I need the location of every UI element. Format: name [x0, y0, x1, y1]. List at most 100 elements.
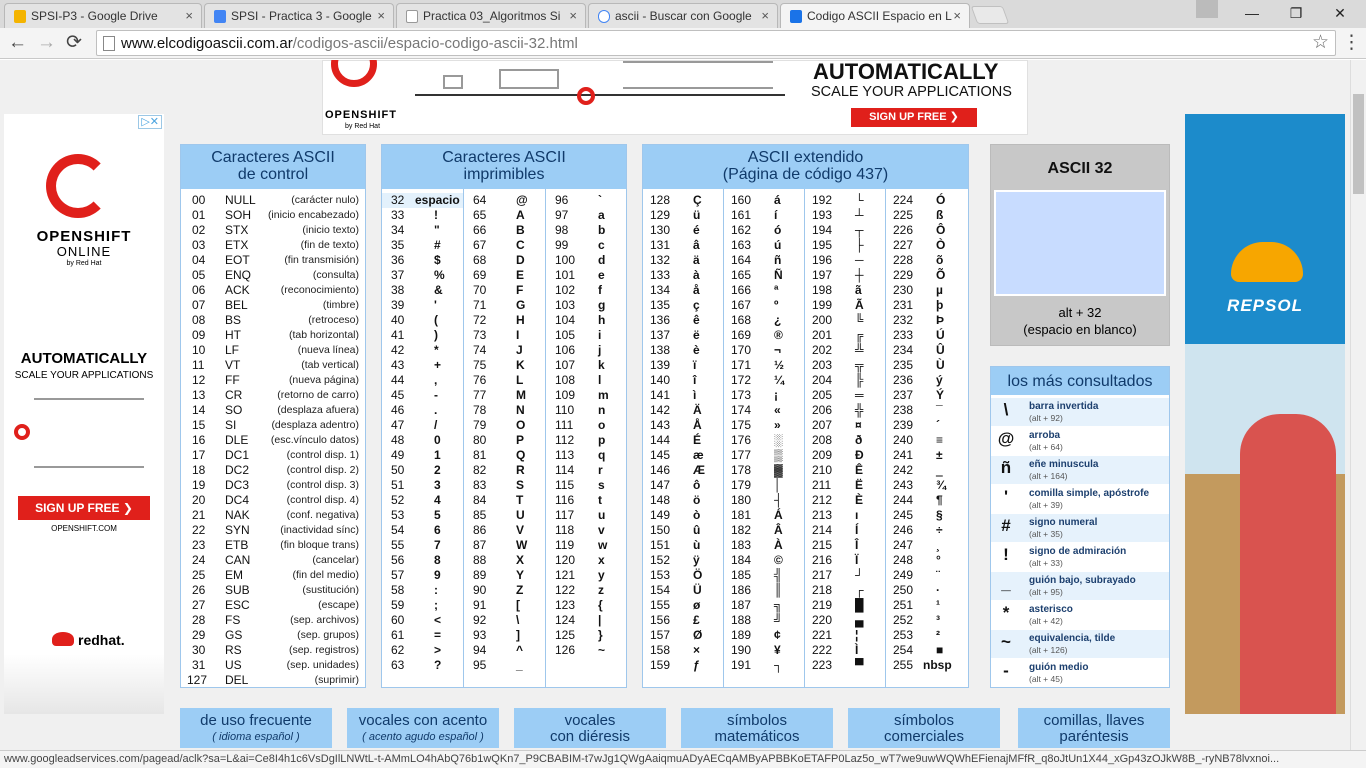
frequent-use-button[interactable]: de uso frecuente ( idioma español ) — [180, 708, 332, 748]
control-char-row[interactable]: 00 NULL (carácter nulo) — [181, 193, 365, 208]
extended-char-row[interactable]: 165 Ñ — [724, 268, 804, 283]
extended-char-row[interactable]: 214 Í — [805, 523, 885, 538]
popular-char-item[interactable]: - guión medio (alt + 45) — [991, 658, 1169, 687]
printable-char-row[interactable]: 43 + — [382, 358, 463, 373]
printable-char-row[interactable]: 46. — [382, 403, 463, 418]
control-char-row[interactable]: 30 RS (sep. registros) — [181, 643, 365, 658]
printable-char-row[interactable]: 63? — [382, 658, 463, 673]
tab-close-icon[interactable]: × — [185, 8, 193, 23]
chrome-menu-button[interactable]: ⋮ — [1342, 32, 1361, 53]
new-tab-button[interactable] — [970, 6, 1010, 24]
extended-char-row[interactable]: 250 · — [886, 583, 968, 598]
extended-char-row[interactable]: 167 º — [724, 298, 804, 313]
printable-char-row[interactable]: 36 $ — [382, 253, 463, 268]
printable-char-row[interactable]: 58: — [382, 583, 463, 598]
left-sidebar-ad[interactable]: ▷✕ OPENSHIFT ONLINE by Red Hat AUTOMATIC… — [4, 114, 164, 714]
printable-char-row[interactable]: 102 f — [546, 283, 626, 298]
extended-char-row[interactable]: 179 │ — [724, 478, 804, 493]
extended-char-row[interactable]: 218 ┌ — [805, 583, 885, 598]
extended-char-row[interactable]: 153 Ö — [643, 568, 723, 583]
printable-char-row[interactable]: 95 _ — [464, 658, 545, 673]
printable-char-row[interactable]: 90 Z — [464, 583, 545, 598]
extended-char-row[interactable]: 201 ╔ — [805, 328, 885, 343]
extended-char-row[interactable]: 224 Ó — [886, 193, 968, 208]
control-char-row[interactable]: 06 ACK (reconocimiento) — [181, 283, 365, 298]
extended-char-row[interactable]: 180 ┤ — [724, 493, 804, 508]
extended-char-row[interactable]: 162 ó — [724, 223, 804, 238]
control-char-row[interactable]: 19 DC3 (control disp. 3) — [181, 478, 365, 493]
extended-char-row[interactable]: 187 ╗ — [724, 598, 804, 613]
control-char-row[interactable]: 04 EOT (fin transmisión) — [181, 253, 365, 268]
popular-char-item[interactable]: _ guión bajo, subrayado (alt + 95) — [991, 571, 1169, 600]
extended-char-row[interactable]: 145 æ — [643, 448, 723, 463]
printable-char-row[interactable]: 125} — [546, 628, 626, 643]
accented-vowels-button[interactable]: vocales con acento ( acento agudo español… — [347, 708, 499, 748]
tab-close-icon[interactable]: × — [569, 8, 577, 23]
extended-char-row[interactable]: 242 ‗ — [886, 463, 968, 478]
extended-char-row[interactable]: 190 ¥ — [724, 643, 804, 658]
control-char-row[interactable]: 23 ETB (fin bloque trans) — [181, 538, 365, 553]
control-char-row[interactable]: 05 ENQ (consulta) — [181, 268, 365, 283]
control-char-row[interactable]: 127 DEL (suprimir) — [181, 673, 365, 688]
extended-char-row[interactable]: 239 ´ — [886, 418, 968, 433]
printable-char-row[interactable]: 60 < — [382, 613, 463, 628]
tab-docs[interactable]: SPSI - Practica 3 - Google × — [204, 3, 394, 28]
printable-char-row[interactable]: 71 G — [464, 298, 545, 313]
popular-char-item[interactable]: ! signo de admiración (alt + 33) — [991, 542, 1169, 571]
tab-close-icon[interactable]: × — [953, 8, 961, 23]
extended-char-row[interactable]: 229 Õ — [886, 268, 968, 283]
extended-char-row[interactable]: 207 ¤ — [805, 418, 885, 433]
banner-signup-button[interactable]: SIGN UP FREE ❯ — [851, 108, 977, 127]
extended-char-row[interactable]: 236 ý — [886, 373, 968, 388]
printable-char-row[interactable]: 97 a — [546, 208, 626, 223]
extended-char-row[interactable]: 161 í — [724, 208, 804, 223]
control-char-row[interactable]: 25 EM (fin del medio) — [181, 568, 365, 583]
extended-char-row[interactable]: 155 ø — [643, 598, 723, 613]
reload-button[interactable]: ⟳ — [66, 32, 82, 53]
extended-char-row[interactable]: 148 ö — [643, 493, 723, 508]
extended-char-row[interactable]: 227 Ò — [886, 238, 968, 253]
extended-char-row[interactable]: 157 Ø — [643, 628, 723, 643]
extended-char-row[interactable]: 228 õ — [886, 253, 968, 268]
printable-char-row[interactable]: 103 g — [546, 298, 626, 313]
extended-char-row[interactable]: 175 » — [724, 418, 804, 433]
extended-char-row[interactable]: 217 ┘ — [805, 568, 885, 583]
extended-char-row[interactable]: 222 Ì — [805, 643, 885, 658]
printable-char-row[interactable]: 107 k — [546, 358, 626, 373]
extended-char-row[interactable]: 132 ä — [643, 253, 723, 268]
printable-char-row[interactable]: 85 U — [464, 508, 545, 523]
printable-char-row[interactable]: 55 7 — [382, 538, 463, 553]
printable-char-row[interactable]: 77 M — [464, 388, 545, 403]
extended-char-row[interactable]: 186 ║ — [724, 583, 804, 598]
extended-char-row[interactable]: 171 ½ — [724, 358, 804, 373]
printable-char-row[interactable]: 45 - — [382, 388, 463, 403]
top-banner-ad[interactable]: OPENSHIFT by Red Hat AUTOMATICALLY SCALE… — [322, 60, 1028, 135]
printable-char-row[interactable]: 80 P — [464, 433, 545, 448]
popular-char-item[interactable]: \ barra invertida (alt + 92) — [991, 397, 1169, 426]
printable-char-row[interactable]: 76 L — [464, 373, 545, 388]
extended-char-row[interactable]: 130 é — [643, 223, 723, 238]
extended-char-row[interactable]: 231 þ — [886, 298, 968, 313]
extended-char-row[interactable]: 233 Ú — [886, 328, 968, 343]
extended-char-row[interactable]: 238 ¯ — [886, 403, 968, 418]
printable-char-row[interactable]: 81 Q — [464, 448, 545, 463]
extended-char-row[interactable]: 135 ç — [643, 298, 723, 313]
extended-char-row[interactable]: 170 ¬ — [724, 343, 804, 358]
extended-char-row[interactable]: 178 ▓ — [724, 463, 804, 478]
control-char-row[interactable]: 09 HT (tab horizontal) — [181, 328, 365, 343]
minimize-button[interactable]: — — [1245, 5, 1259, 21]
extended-char-row[interactable]: 204 ╠ — [805, 373, 885, 388]
control-char-row[interactable]: 02 STX (inicio texto) — [181, 223, 365, 238]
extended-char-row[interactable]: 137 ë — [643, 328, 723, 343]
extended-char-row[interactable]: 202 ╩ — [805, 343, 885, 358]
extended-char-row[interactable]: 208 ð — [805, 433, 885, 448]
page-scrollbar[interactable] — [1350, 60, 1366, 750]
extended-char-row[interactable]: 198 ã — [805, 283, 885, 298]
control-char-row[interactable]: 12 FF (nueva página) — [181, 373, 365, 388]
extended-char-row[interactable]: 183 À — [724, 538, 804, 553]
popular-char-item[interactable]: ' comilla simple, apóstrofe (alt + 39) — [991, 484, 1169, 513]
tab-drive[interactable]: SPSI-P3 - Google Drive × — [4, 3, 202, 28]
page-info-icon[interactable] — [103, 36, 115, 51]
control-char-row[interactable]: 29 GS (sep. grupos) — [181, 628, 365, 643]
extended-char-row[interactable]: 226 Ô — [886, 223, 968, 238]
